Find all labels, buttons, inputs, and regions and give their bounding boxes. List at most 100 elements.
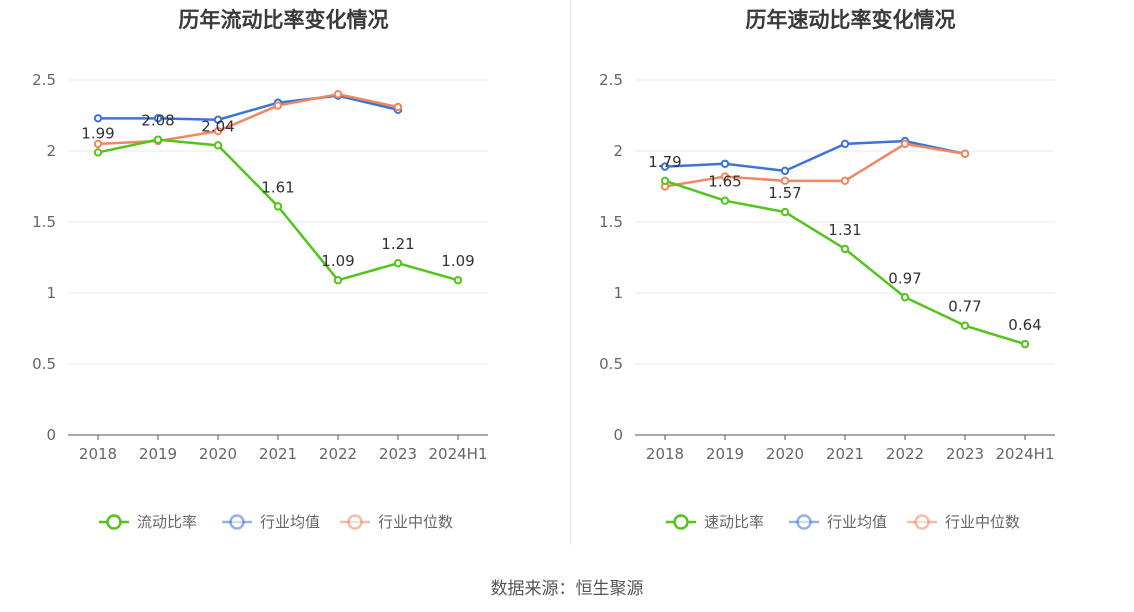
legend-marker-icon bbox=[914, 514, 930, 530]
data-point bbox=[93, 114, 103, 123]
data-label: 0.97 bbox=[888, 269, 921, 287]
data-point bbox=[960, 321, 970, 330]
y-tick-label: 2 bbox=[46, 142, 56, 160]
legend-label: 行业均值 bbox=[827, 513, 887, 531]
data-point bbox=[213, 115, 223, 124]
panel-divider bbox=[570, 0, 571, 545]
data-point bbox=[840, 244, 850, 254]
data-point bbox=[840, 176, 850, 186]
data-point bbox=[153, 135, 163, 144]
data-label: 0.64 bbox=[1008, 316, 1041, 334]
data-label: 2.08 bbox=[141, 112, 174, 130]
data-label: 1.79 bbox=[648, 153, 681, 171]
legend-item: 行业均值 bbox=[789, 513, 887, 531]
x-tick-label: 2020 bbox=[199, 445, 237, 463]
series-line-2 bbox=[664, 142, 966, 188]
data-point bbox=[900, 139, 910, 149]
data-label: 1.21 bbox=[381, 235, 414, 253]
y-tick-label: 0 bbox=[613, 426, 623, 444]
y-tick-label: 0.5 bbox=[32, 355, 56, 373]
data-label: 1.09 bbox=[321, 252, 354, 270]
data-point bbox=[720, 159, 730, 168]
x-tick-label: 2020 bbox=[766, 445, 804, 463]
y-tick-label: 0.5 bbox=[599, 355, 623, 373]
y-tick-label: 2 bbox=[613, 142, 623, 160]
x-tick-label: 2018 bbox=[646, 445, 684, 463]
legend-label: 速动比率 bbox=[704, 513, 764, 531]
legend-marker-icon bbox=[229, 514, 245, 530]
data-point bbox=[93, 148, 103, 157]
data-point bbox=[273, 202, 283, 211]
y-tick-label: 2.5 bbox=[599, 71, 623, 89]
legend-marker-icon bbox=[347, 514, 363, 530]
data-label: 1.99 bbox=[81, 124, 114, 142]
data-label: 1.57 bbox=[768, 184, 801, 202]
series-line-0 bbox=[664, 179, 1026, 346]
data-point bbox=[720, 172, 730, 181]
data-point bbox=[780, 166, 790, 176]
data-point bbox=[393, 258, 403, 268]
legend-label: 流动比率 bbox=[137, 513, 197, 531]
data-point bbox=[1020, 339, 1030, 349]
data-source-label: 数据来源：恒生聚源 bbox=[490, 579, 644, 599]
legend-label: 行业中位数 bbox=[945, 513, 1020, 531]
y-tick-label: 1 bbox=[46, 284, 56, 302]
legend-item: 行业中位数 bbox=[340, 513, 453, 531]
data-point bbox=[393, 102, 403, 112]
chart-title: 历年流动比率变化情况 bbox=[178, 8, 389, 32]
y-tick-label: 1.5 bbox=[599, 213, 623, 231]
x-tick-label: 2023 bbox=[379, 445, 417, 463]
x-tick-label: 2022 bbox=[886, 445, 924, 463]
data-point bbox=[900, 293, 910, 302]
series-line-1 bbox=[664, 139, 966, 173]
legend-item: 行业均值 bbox=[222, 513, 320, 531]
data-point bbox=[333, 90, 343, 99]
x-tick-label: 2019 bbox=[706, 445, 744, 463]
quick-ratio-chart: 历年速动比率变化情况 0 0.5 1 1.5 2 2.5 2018 2019 2020 2021 2… bbox=[567, 0, 1134, 560]
data-point bbox=[93, 139, 103, 149]
current-ratio-chart: 历年流动比率变化情况 0 0.5 1 1.5 2 2.5 2018 2019 2020 2021 2… bbox=[0, 0, 567, 560]
legend-item: 行业中位数 bbox=[907, 513, 1020, 531]
current-ratio-plot: 0 0.5 1 1.5 2 2.5 2018 2019 2020 2021 2022 2023 2024… bbox=[32, 71, 488, 531]
x-tick-label: 2024H1 bbox=[996, 445, 1055, 463]
y-tick-label: 0 bbox=[46, 426, 56, 444]
y-tick-label: 2.5 bbox=[32, 71, 56, 89]
x-tick-label: 2021 bbox=[259, 445, 297, 463]
x-tick-label: 2023 bbox=[946, 445, 984, 463]
data-point bbox=[333, 276, 343, 285]
legend-label: 行业中位数 bbox=[378, 513, 453, 531]
legend-label: 行业均值 bbox=[260, 513, 320, 531]
data-point bbox=[660, 162, 670, 171]
y-tick-label: 1.5 bbox=[32, 213, 56, 231]
chart-title: 历年速动比率变化情况 bbox=[745, 8, 956, 32]
x-tick-label: 2024H1 bbox=[429, 445, 488, 463]
legend-item: 速动比率 bbox=[666, 513, 764, 531]
data-label: 0.77 bbox=[948, 298, 981, 316]
legend-item: 流动比率 bbox=[99, 513, 197, 531]
data-point bbox=[780, 207, 790, 217]
data-point bbox=[780, 176, 790, 186]
data-point bbox=[720, 196, 730, 205]
x-tick-label: 2021 bbox=[826, 445, 864, 463]
x-tick-label: 2019 bbox=[139, 445, 177, 463]
data-point bbox=[153, 114, 163, 123]
data-point bbox=[213, 141, 223, 150]
legend-marker-icon bbox=[106, 514, 122, 530]
data-point bbox=[273, 101, 283, 110]
data-point bbox=[213, 126, 223, 136]
x-tick-label: 2022 bbox=[319, 445, 357, 463]
quick-ratio-plot: 0 0.5 1 1.5 2 2.5 2018 2019 2020 2021 2022 2023 2024… bbox=[599, 71, 1055, 531]
data-point bbox=[453, 276, 463, 285]
data-label: 1.31 bbox=[828, 221, 861, 239]
y-tick-label: 1 bbox=[613, 284, 623, 302]
legend-marker-icon bbox=[796, 514, 812, 530]
series-line-1 bbox=[98, 94, 399, 122]
x-tick-label: 2018 bbox=[79, 445, 117, 463]
data-label: 1.09 bbox=[441, 252, 474, 270]
data-label: 1.65 bbox=[708, 173, 741, 191]
data-point bbox=[840, 139, 850, 149]
data-label: 2.04 bbox=[201, 117, 234, 135]
legend-marker-icon bbox=[673, 514, 689, 530]
data-point bbox=[960, 149, 970, 159]
data-label: 1.61 bbox=[261, 178, 294, 196]
